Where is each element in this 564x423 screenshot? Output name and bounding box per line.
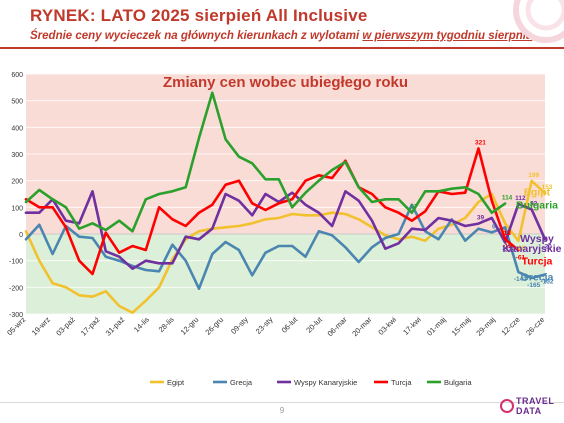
y-tick-label: 0 bbox=[19, 232, 23, 239]
series-line-egipt bbox=[24, 179, 547, 314]
data-label: 2 bbox=[519, 232, 523, 239]
y-tick-label: 400 bbox=[11, 125, 23, 132]
y-tick-label: -100 bbox=[9, 259, 23, 266]
subtitle-underlined: w pierwszym tygodniu sierpnia bbox=[362, 30, 533, 42]
x-tick-label: 01-maj bbox=[425, 315, 448, 338]
data-label: -32 bbox=[502, 247, 512, 254]
x-tick-label: 17-kwi bbox=[401, 315, 423, 337]
legend-label-bulgaria: Bulgaria bbox=[444, 378, 472, 387]
data-label: 199 bbox=[528, 172, 539, 179]
y-tick-label: 300 bbox=[11, 152, 23, 159]
x-tick-label: 06-mar bbox=[326, 315, 350, 339]
chart-title: Zmiany cen wobec ubiegłego roku bbox=[163, 74, 408, 91]
x-tick-label: 23-sty bbox=[254, 315, 275, 336]
page-subtitle: Średnie ceny wycieczek na głównych kieru… bbox=[30, 30, 532, 42]
x-tick-label: 19-wrz bbox=[30, 315, 52, 337]
legend-label-turcja: Turcja bbox=[391, 378, 412, 387]
data-label: -26 bbox=[516, 245, 526, 252]
logo-icon bbox=[500, 399, 514, 413]
end-label-turcja: Turcja bbox=[522, 256, 553, 268]
x-tick-label: 31-paź bbox=[104, 315, 127, 338]
y-tick-label: 500 bbox=[11, 99, 23, 106]
y-tick-label: 600 bbox=[11, 72, 23, 79]
x-tick-label: 14-lis bbox=[132, 315, 151, 334]
x-tick-label: 09-sty bbox=[229, 315, 250, 336]
data-label: 17 bbox=[410, 204, 418, 211]
end-label-wyspy-line2: Kanaryjskie bbox=[503, 243, 562, 255]
subtitle-text: Średnie ceny wycieczek na głównych kieru… bbox=[30, 30, 363, 42]
x-tick-label: 20-mar bbox=[350, 315, 374, 339]
logo-line2: DATA bbox=[516, 406, 542, 416]
y-tick-label: -300 bbox=[9, 312, 23, 319]
data-label: 114 bbox=[502, 195, 513, 202]
data-label: 15 bbox=[503, 230, 511, 237]
data-label: -20 bbox=[542, 243, 552, 250]
data-label: -19 bbox=[502, 243, 512, 250]
series-line-wyspy bbox=[24, 190, 547, 270]
legend-label-egipt: Egipt bbox=[167, 378, 185, 387]
data-label: 39 bbox=[477, 215, 485, 222]
page-title: RYNEK: LATO 2025 sierpień All Inclusive bbox=[30, 6, 368, 25]
series-line-grecja bbox=[24, 203, 547, 290]
end-label-bulgaria: Bułgaria bbox=[516, 200, 558, 212]
data-label: 153 bbox=[542, 184, 553, 191]
end-label-egipt: Egipt bbox=[524, 186, 551, 198]
x-tick-label: 29-maj bbox=[474, 315, 497, 338]
travel-data-logo: TRAVEL DATA bbox=[498, 394, 560, 421]
data-label: -143 bbox=[514, 276, 527, 283]
end-label-wyspy-line1: Wyspy bbox=[520, 233, 554, 245]
data-label: 92 bbox=[530, 200, 538, 207]
page-number: 9 bbox=[279, 406, 285, 415]
footer-divider bbox=[0, 402, 564, 403]
legend-label-grecja: Grecja bbox=[230, 378, 253, 387]
data-label: 6 bbox=[492, 223, 496, 230]
x-tick-label: 12-gru bbox=[179, 315, 201, 337]
x-tick-label: 03-kwi bbox=[376, 315, 398, 337]
data-label: 12 bbox=[503, 230, 511, 237]
series-line-turcja bbox=[24, 147, 520, 276]
x-tick-label: 20-lut bbox=[304, 314, 324, 334]
series-line-bulgaria bbox=[24, 91, 507, 233]
data-label: 321 bbox=[475, 139, 486, 146]
y-tick-label: 100 bbox=[11, 205, 23, 212]
data-label: 112 bbox=[515, 195, 526, 202]
data-label: -152 bbox=[540, 279, 553, 286]
x-tick-label: 06-lut bbox=[280, 314, 300, 334]
line-chart: 600 500 400 300 200 100 0 -100 -200 -300 Zmiany ce… bbox=[5, 72, 562, 387]
x-tick-label: 28-lis bbox=[157, 315, 176, 334]
corner-decoration bbox=[513, 0, 564, 43]
end-label-grecja: Grecja bbox=[521, 272, 554, 284]
x-tick-label: 12-cze bbox=[499, 315, 521, 337]
data-label: -165 bbox=[527, 282, 540, 289]
y-tick-label: -200 bbox=[9, 285, 23, 292]
negative-region bbox=[26, 234, 545, 314]
y-tick-label: 200 bbox=[11, 179, 23, 186]
title-rule bbox=[0, 47, 564, 49]
x-tick-label: 26-gru bbox=[203, 315, 225, 337]
x-tick-label: 15-maj bbox=[450, 315, 473, 338]
data-label: -61 bbox=[516, 254, 526, 261]
x-tick-label: 17-paź bbox=[79, 315, 102, 338]
x-tick-label: 26-cze bbox=[524, 315, 546, 337]
legend-label-wyspy: Wyspy Kanaryjskie bbox=[294, 378, 357, 387]
x-tick-label: 03-paź bbox=[54, 315, 77, 338]
logo-line1: TRAVEL bbox=[516, 396, 555, 406]
